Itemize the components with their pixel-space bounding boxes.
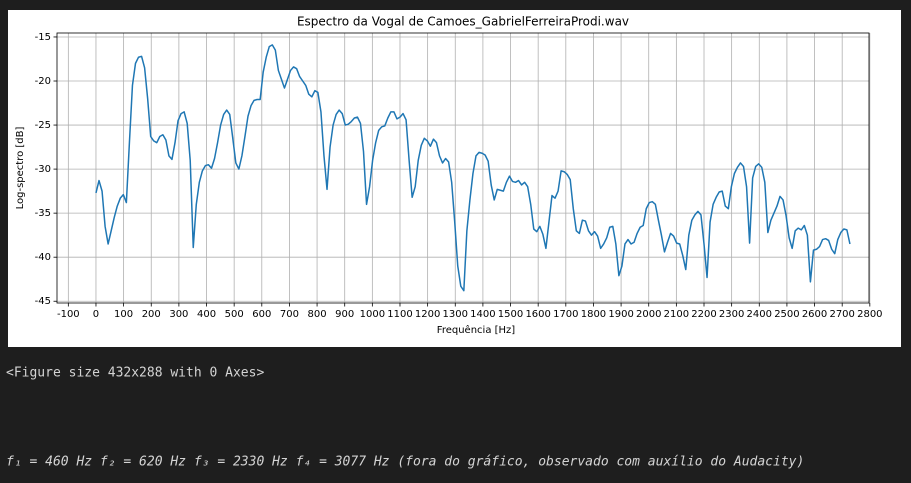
x-tick-label: 1300	[443, 309, 468, 320]
x-tick-label: 1000	[360, 309, 385, 320]
formants-text: f₁ = 460 Hz f₂ = 620 Hz f₃ = 2330 Hz f₄ …	[6, 455, 804, 470]
x-tick-label: 400	[197, 309, 216, 320]
x-tick-label: 500	[225, 309, 244, 320]
x-tick-label: 1200	[415, 309, 440, 320]
x-tick-label: 2800	[857, 309, 882, 320]
x-tick-label: 1600	[525, 309, 550, 320]
x-tick-label: 200	[142, 309, 161, 320]
x-tick-label: 2300	[719, 309, 744, 320]
plot-area: -100 0 100 200 300 400 500 600 700 800 900 1000 1100…	[35, 32, 883, 320]
y-tick-label: -25	[35, 120, 51, 131]
y-tick-label: -45	[35, 296, 51, 307]
y-tick-label: -35	[35, 208, 51, 219]
x-tick-label: 2200	[691, 309, 716, 320]
y-tick-label: -40	[35, 252, 51, 263]
x-axis-label: Frequência [Hz]	[437, 324, 515, 336]
x-tick-label: 2700	[829, 309, 854, 320]
y-tick-label: -20	[35, 76, 51, 87]
x-tick-label: 1700	[553, 309, 578, 320]
x-tick-label: 1400	[470, 309, 495, 320]
figure-repr: <Figure size 432x288 with 0 Axes>	[6, 366, 264, 381]
x-tick-label: 2100	[664, 309, 689, 320]
x-tick-label: 1800	[581, 309, 606, 320]
x-tick-label: -100	[57, 309, 80, 320]
x-tick-label: 300	[169, 309, 188, 320]
axes-frame	[56, 32, 870, 304]
chart-title: Espectro da Vogal de Camoes_GabrielFerre…	[297, 15, 629, 29]
x-tick-label: 1500	[498, 309, 523, 320]
x-tick-label: 0	[93, 309, 99, 320]
y-tick-label: -15	[35, 32, 51, 43]
x-tick-label: 2000	[636, 309, 661, 320]
x-tick-label: 1900	[608, 309, 633, 320]
x-tick-label: 2600	[802, 309, 827, 320]
y-axis-label: Log-spectro [dB]	[15, 127, 26, 210]
x-tick-label: 2500	[774, 309, 799, 320]
spectrum-line	[95, 44, 851, 292]
y-tick-label: -30	[35, 164, 51, 175]
x-tick-label: 100	[114, 309, 133, 320]
x-tick-label: 900	[335, 309, 354, 320]
x-tick-label: 2400	[747, 309, 772, 320]
x-tick-label: 1100	[387, 309, 412, 320]
x-tick-label: 700	[280, 309, 299, 320]
x-tick-label: 600	[252, 309, 271, 320]
x-tick-label: 800	[308, 309, 327, 320]
